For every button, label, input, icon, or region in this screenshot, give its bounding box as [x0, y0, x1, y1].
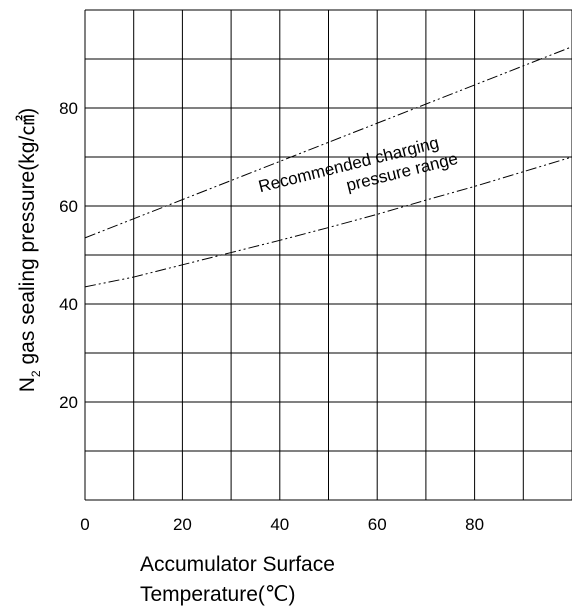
- y-tick-label: 80: [59, 99, 78, 118]
- x-tick-label: 40: [270, 515, 289, 534]
- x-axis-title-line-2: Temperature(℃): [140, 582, 295, 607]
- x-tick-label: 60: [368, 515, 387, 534]
- grid: [85, 10, 572, 500]
- y-axis-title-rest: gas sealing pressure(kg/㎠): [15, 108, 39, 371]
- x-tick-label: 0: [80, 515, 89, 534]
- x-tick-label: 80: [465, 515, 484, 534]
- x-tick-label: 20: [173, 515, 192, 534]
- svg-text:N2 gas sealing pressure(kg/㎠): N2 gas sealing pressure(kg/㎠): [15, 108, 43, 392]
- y-tick-label: 60: [59, 197, 78, 216]
- y-tick-label: 40: [59, 295, 78, 314]
- y-axis-title: N2 gas sealing pressure(kg/㎠): [15, 108, 43, 392]
- y-tick-label: 20: [59, 393, 78, 412]
- y-axis-title-main: N: [16, 377, 39, 392]
- x-tick-labels: 0 20 40 60 80: [80, 515, 484, 534]
- x-axis-title-line-1: Accumulator Surface: [140, 553, 335, 577]
- annotation: Recommended charging pressure range: [257, 130, 460, 216]
- y-tick-labels: 20 40 60 80: [59, 99, 78, 412]
